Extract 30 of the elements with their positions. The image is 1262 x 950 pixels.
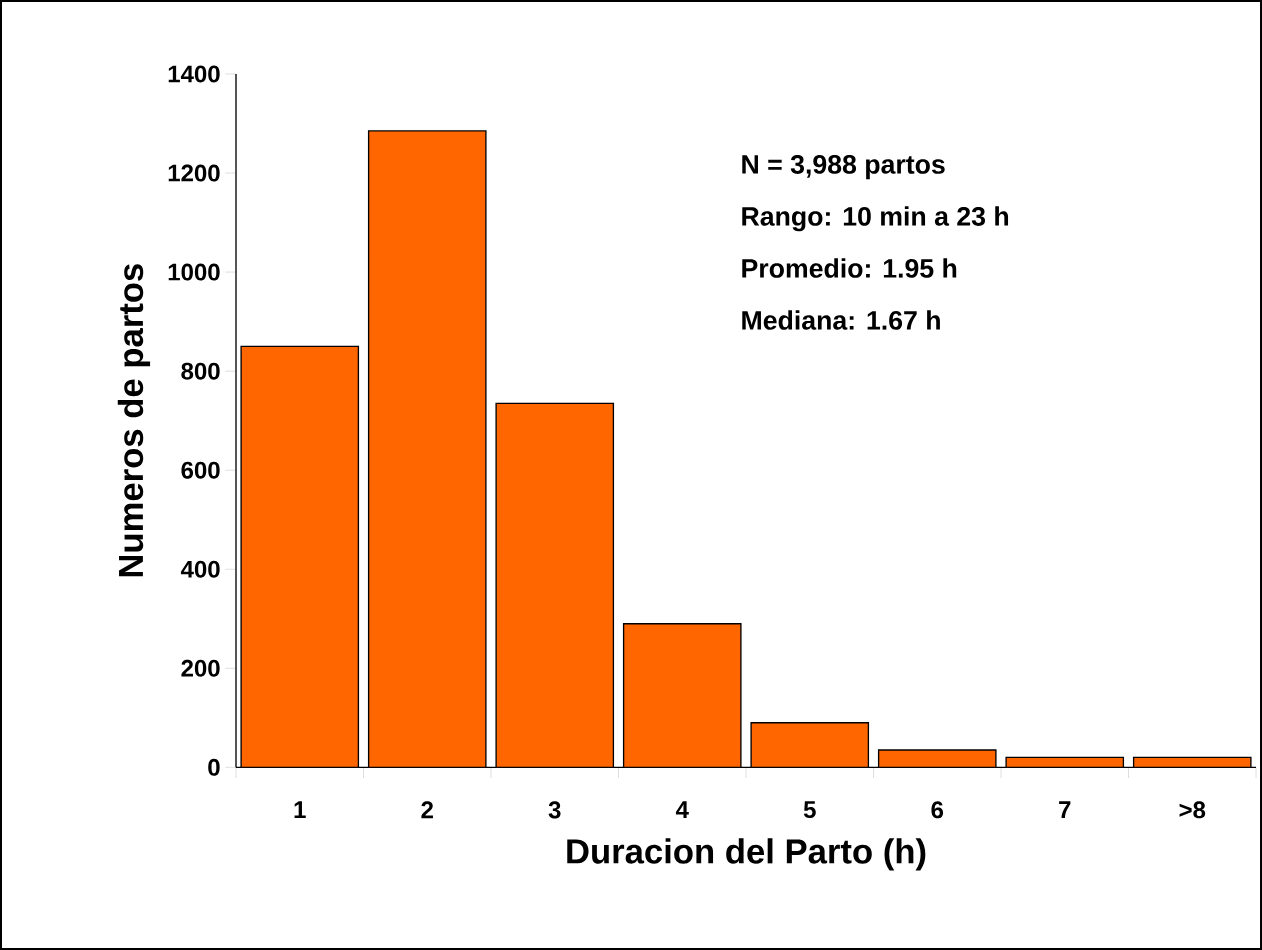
bar [368, 130, 486, 768]
bar [1132, 756, 1252, 768]
y-tick-label: 0 [208, 758, 220, 776]
x-axis-title: Duracion del Parto (h) [567, 838, 926, 871]
annotation: Mediana: 1.67 h [742, 310, 940, 330]
bar [241, 346, 359, 768]
y-tick-label: 200 [181, 659, 220, 677]
x-tick-label: 5 [803, 801, 816, 819]
x-tick-label: 2 [421, 801, 433, 819]
y-tick-label: 1200 [168, 164, 220, 182]
y-tick-label: 800 [181, 362, 220, 380]
bar [623, 623, 741, 768]
bar [1006, 757, 1124, 768]
y-tick-label: 1000 [168, 263, 220, 281]
bar [878, 750, 996, 768]
y-tick-label: 600 [181, 461, 220, 479]
x-tick-label: 4 [675, 801, 689, 818]
y-tick-label: 400 [180, 560, 220, 578]
x-tick-label: 3 [548, 801, 561, 819]
annotation: N = 3,988 partos [742, 154, 945, 180]
x-tick-label: 1 [294, 801, 306, 818]
x-tick-label: 7 [1059, 801, 1071, 818]
x-tick-label: >8 [1179, 801, 1206, 819]
x-tick-label: 6 [931, 801, 944, 819]
bar [496, 403, 614, 768]
annotation: Promedio: 1.95 h [742, 258, 957, 278]
bar [751, 722, 869, 768]
y-tick-label: 1400 [168, 65, 220, 83]
y-axis-title: Numeros de partos [117, 264, 151, 577]
annotation: Rango: 10 min a 23 h [742, 206, 1009, 232]
